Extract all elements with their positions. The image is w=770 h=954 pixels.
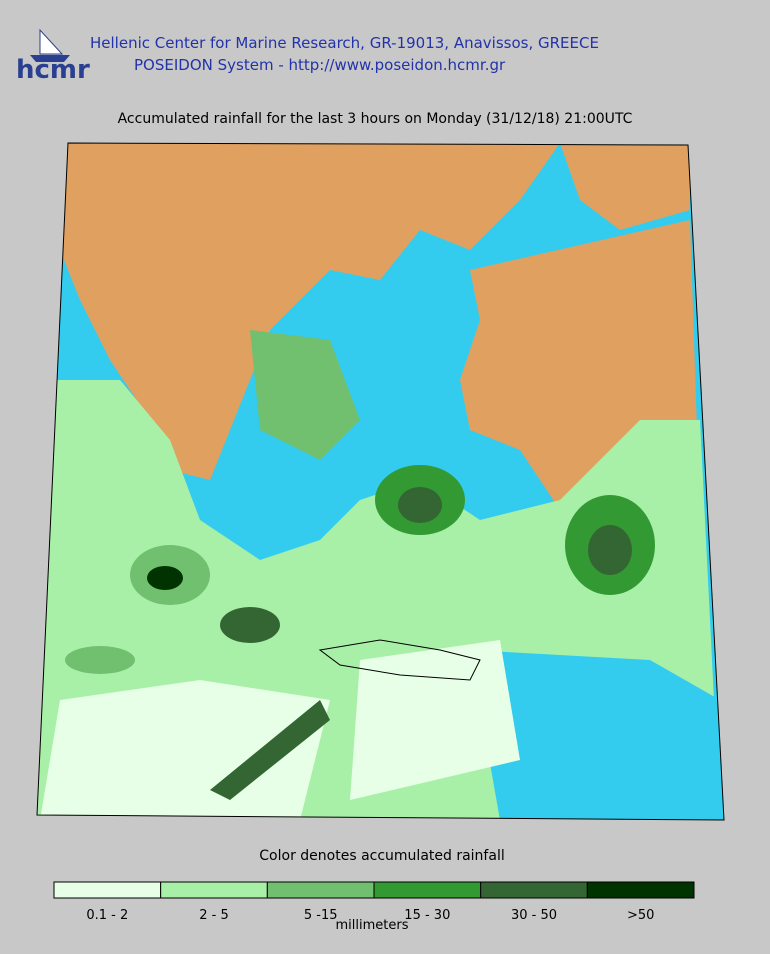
legend-swatch	[373, 881, 482, 899]
header-line2: POSEIDON System - http://www.poseidon.hc…	[134, 56, 506, 74]
logo-ship	[30, 28, 70, 62]
legend-swatch	[480, 881, 588, 899]
legend-swatch	[53, 881, 162, 899]
legend-unit: millimeters	[336, 918, 409, 933]
legend-label: 30 - 50	[511, 908, 557, 923]
logo-text: hcmr	[16, 55, 90, 85]
legend-swatch	[160, 881, 268, 899]
legend-label: 15 - 30	[404, 908, 450, 923]
legend-caption: Color denotes accumulated rainfall	[259, 848, 504, 864]
legend-label: 0.1 - 2	[86, 908, 128, 923]
legend-label: 5 -15	[304, 908, 338, 923]
header-line1: Hellenic Center for Marine Research, GR-…	[90, 34, 599, 52]
legend-label: 2 - 5	[199, 908, 229, 923]
map-title: Accumulated rainfall for the last 3 hour…	[118, 111, 633, 127]
legend-swatch	[586, 881, 695, 899]
legend: 0.1 - 2 2 - 5 5 -15 15 - 30 30 - 50 >50	[53, 881, 695, 923]
legend-label: >50	[627, 908, 654, 923]
map	[36, 142, 725, 821]
legend-swatch	[266, 881, 375, 899]
